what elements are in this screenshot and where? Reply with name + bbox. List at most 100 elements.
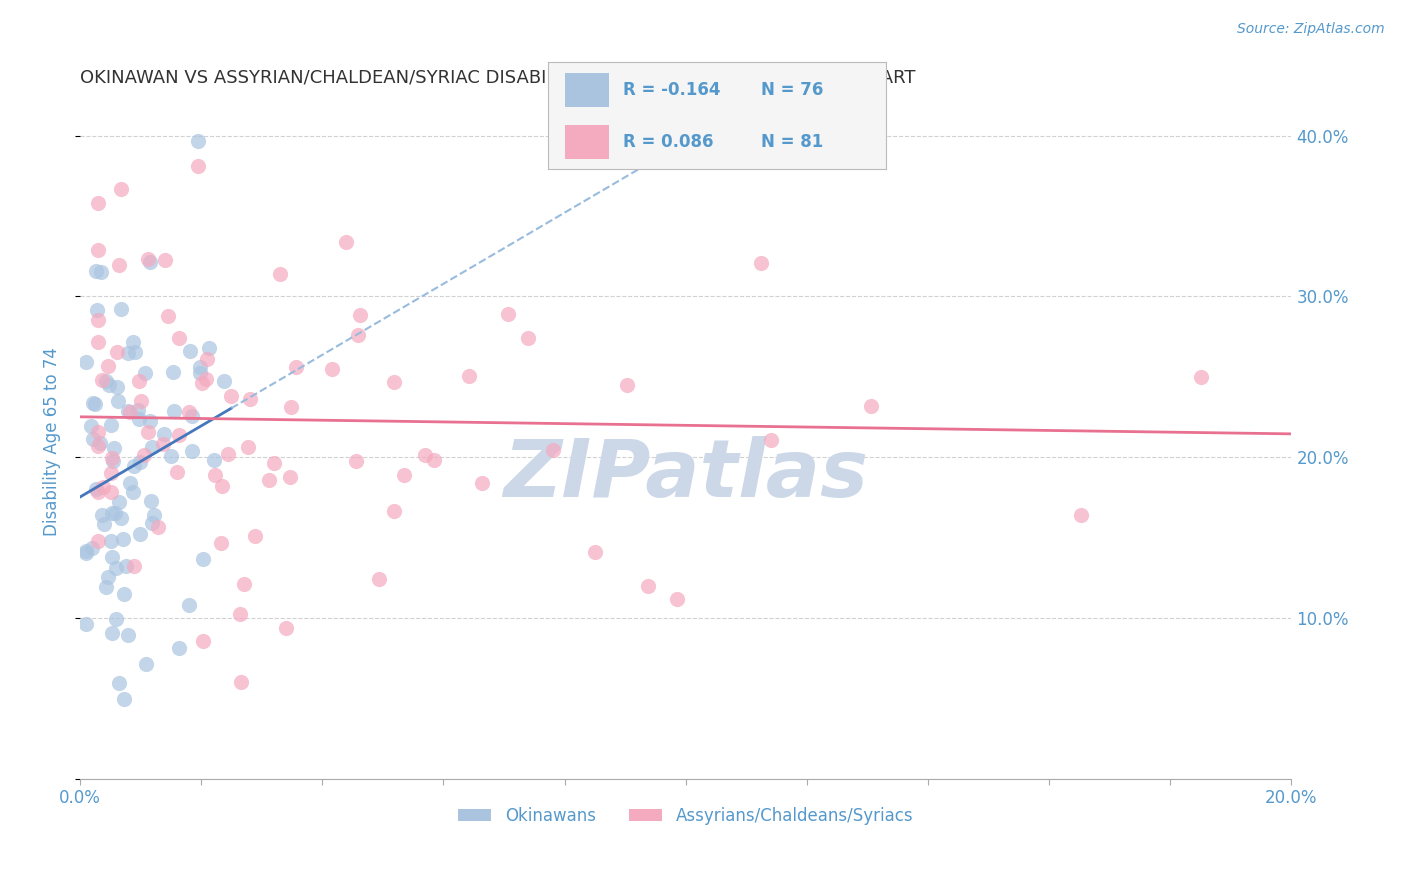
Point bbox=[138, 414, 160, 428]
Point bbox=[128, 412, 150, 426]
Point bbox=[169, 331, 191, 345]
Point bbox=[321, 362, 343, 376]
Point bbox=[166, 465, 188, 479]
Point bbox=[155, 253, 177, 268]
Point bbox=[121, 334, 143, 349]
Point bbox=[179, 599, 201, 613]
Point bbox=[100, 534, 122, 549]
Point bbox=[128, 455, 150, 469]
Point bbox=[229, 607, 252, 621]
Point bbox=[129, 527, 152, 541]
Point bbox=[517, 331, 540, 345]
Point bbox=[129, 394, 152, 409]
Point bbox=[190, 360, 212, 375]
Point bbox=[139, 493, 162, 508]
Point bbox=[124, 344, 146, 359]
Point bbox=[239, 392, 262, 406]
Point bbox=[269, 267, 291, 281]
Point bbox=[382, 504, 405, 518]
Point bbox=[82, 541, 104, 555]
Point bbox=[127, 403, 149, 417]
Point bbox=[181, 409, 204, 424]
Point bbox=[280, 400, 302, 414]
Point bbox=[204, 467, 226, 482]
Point bbox=[188, 366, 211, 380]
Point bbox=[117, 346, 139, 360]
Point bbox=[392, 468, 415, 483]
Point bbox=[141, 516, 163, 530]
Point bbox=[263, 456, 285, 470]
Point bbox=[122, 484, 145, 499]
Point bbox=[112, 586, 135, 600]
Point bbox=[87, 425, 110, 439]
Point bbox=[89, 436, 111, 450]
Point bbox=[97, 378, 120, 392]
Point bbox=[195, 351, 218, 366]
Point bbox=[112, 692, 135, 706]
Text: Source: ZipAtlas.com: Source: ZipAtlas.com bbox=[1237, 22, 1385, 37]
Point bbox=[118, 405, 141, 419]
Point bbox=[749, 104, 772, 119]
Point bbox=[101, 453, 124, 467]
Point bbox=[141, 440, 163, 454]
Point bbox=[637, 579, 659, 593]
Point bbox=[148, 520, 170, 534]
Point bbox=[87, 244, 110, 258]
Point bbox=[349, 308, 371, 322]
Point bbox=[101, 506, 124, 520]
Point bbox=[139, 255, 162, 269]
Point bbox=[335, 235, 357, 249]
Text: OKINAWAN VS ASSYRIAN/CHALDEAN/SYRIAC DISABILITY AGE 65 TO 74 CORRELATION CHART: OKINAWAN VS ASSYRIAN/CHALDEAN/SYRIAC DIS… bbox=[80, 69, 915, 87]
Text: N = 76: N = 76 bbox=[761, 81, 824, 99]
Point bbox=[274, 621, 297, 635]
Point bbox=[75, 546, 97, 560]
Point bbox=[471, 476, 494, 491]
Point bbox=[232, 576, 254, 591]
Point bbox=[859, 399, 882, 413]
Point bbox=[75, 355, 97, 369]
Point bbox=[86, 264, 108, 278]
Point bbox=[107, 258, 129, 272]
Point bbox=[134, 448, 156, 462]
Point bbox=[156, 309, 179, 323]
Legend: Okinawans, Assyrians/Chaldeans/Syriacs: Okinawans, Assyrians/Chaldeans/Syriacs bbox=[451, 800, 920, 831]
Point bbox=[413, 448, 436, 462]
Point bbox=[82, 396, 104, 410]
Point bbox=[75, 544, 97, 558]
Point bbox=[128, 374, 150, 388]
FancyBboxPatch shape bbox=[565, 125, 609, 159]
Point bbox=[344, 453, 367, 467]
Point bbox=[86, 302, 108, 317]
Point bbox=[191, 376, 214, 390]
Point bbox=[243, 529, 266, 543]
Point bbox=[91, 480, 114, 494]
Point bbox=[583, 545, 606, 559]
Point bbox=[87, 533, 110, 548]
Point bbox=[257, 474, 280, 488]
Point bbox=[195, 372, 218, 386]
Text: R = 0.086: R = 0.086 bbox=[623, 133, 713, 151]
Point bbox=[84, 482, 107, 496]
Point bbox=[100, 417, 122, 432]
Point bbox=[347, 327, 370, 342]
Point bbox=[104, 506, 127, 520]
Text: R = -0.164: R = -0.164 bbox=[623, 81, 720, 99]
Point bbox=[236, 440, 259, 454]
Point bbox=[160, 449, 183, 463]
Point bbox=[541, 442, 564, 457]
Point bbox=[105, 380, 128, 394]
FancyBboxPatch shape bbox=[565, 73, 609, 107]
Point bbox=[229, 675, 252, 690]
Point bbox=[87, 196, 110, 211]
Point bbox=[75, 617, 97, 632]
Point bbox=[167, 427, 190, 442]
Point bbox=[122, 559, 145, 574]
Point bbox=[111, 532, 134, 546]
Point bbox=[136, 425, 159, 439]
Text: ZIPatlas: ZIPatlas bbox=[503, 436, 868, 514]
Point bbox=[211, 479, 233, 493]
Point bbox=[187, 134, 209, 148]
Point bbox=[179, 344, 201, 359]
Point bbox=[193, 552, 215, 566]
Point bbox=[759, 433, 782, 447]
